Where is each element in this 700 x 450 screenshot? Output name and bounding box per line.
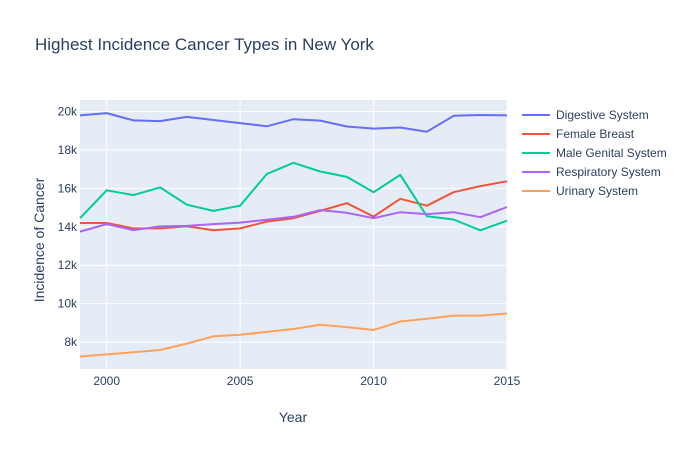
y-tick-label: 18k [58, 143, 78, 157]
x-tick-label: 2010 [360, 374, 387, 388]
y-tick-label: 14k [58, 220, 78, 234]
legend-item[interactable]: Male Genital System [522, 146, 667, 160]
series-line-urinary-system [79, 312, 508, 358]
legend-item[interactable]: Female Breast [522, 127, 635, 141]
chart-title: Highest Incidence Cancer Types in New Yo… [35, 35, 374, 54]
y-tick-label: 10k [58, 297, 78, 311]
series-line-digestive-system [79, 112, 508, 133]
legend-item[interactable]: Urinary System [522, 184, 638, 198]
y-axis-title: Incidence of Cancer [31, 177, 47, 302]
y-tick-label: 16k [58, 181, 78, 195]
x-tick-label: 2005 [227, 374, 254, 388]
series-line-male-genital-system [79, 161, 508, 232]
plot-area [80, 100, 507, 369]
legend-label: Urinary System [556, 184, 638, 198]
series-lines [79, 112, 508, 358]
x-axis-title: Year [279, 409, 308, 425]
legend-item[interactable]: Digestive System [522, 108, 649, 122]
legend-label: Digestive System [556, 108, 649, 122]
legend-label: Respiratory System [556, 165, 661, 179]
x-tick-label: 2000 [93, 374, 120, 388]
y-tick-label: 12k [58, 258, 78, 272]
y-axis-ticks: 8k 10k 12k 14k 16k 18k 20k [58, 105, 78, 350]
y-tick-label: 20k [58, 105, 78, 119]
legend: Digestive System Female Breast Male Genita… [522, 108, 667, 198]
x-tick-label: 2015 [494, 374, 521, 388]
y-tick-label: 8k [64, 335, 78, 349]
x-axis-ticks: 2000 2005 2010 2015 [93, 374, 520, 388]
legend-item[interactable]: Respiratory System [522, 165, 661, 179]
legend-label: Male Genital System [556, 146, 667, 160]
series-line-respiratory-system [79, 206, 508, 233]
legend-label: Female Breast [556, 127, 635, 141]
